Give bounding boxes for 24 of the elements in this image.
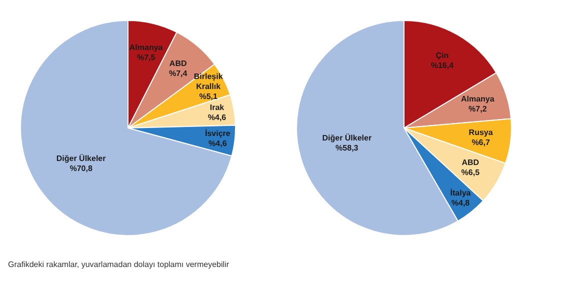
data-label: %58,3: [336, 144, 359, 153]
slice-label: Diğer Ülkeler: [322, 134, 372, 143]
data-label: %16,4: [430, 60, 454, 70]
data-label: %4,6: [208, 138, 228, 148]
data-label: %6,7: [472, 138, 490, 147]
slice-label: ABD: [462, 158, 480, 167]
data-label: %4,8: [451, 198, 470, 208]
data-label: %7,2: [468, 104, 488, 114]
slice-label: Almanya: [129, 42, 164, 52]
data-label: %70,8: [70, 164, 93, 174]
slice-label: Rusya: [468, 128, 494, 137]
data-label: %5,1: [199, 92, 218, 101]
text: Grafikdeki rakamlar, yuvarlamadan dolayı toplamı vermeyebilir: [8, 260, 229, 269]
slice-label: Çin: [436, 50, 449, 60]
data-label: %7,4: [168, 69, 188, 78]
slice-label: İtalya: [450, 188, 472, 198]
slice-label: ABD: [169, 59, 187, 68]
slice-label: Almanya: [460, 94, 495, 104]
data-label: %4,6: [208, 112, 227, 122]
slice-label: İsviçre: [204, 128, 231, 138]
slice-label: Irak: [210, 102, 225, 112]
data-label: %7,5: [136, 52, 156, 62]
slice-label: Diğer Ülkeler: [56, 154, 106, 164]
data-label: %6,5: [461, 168, 480, 177]
